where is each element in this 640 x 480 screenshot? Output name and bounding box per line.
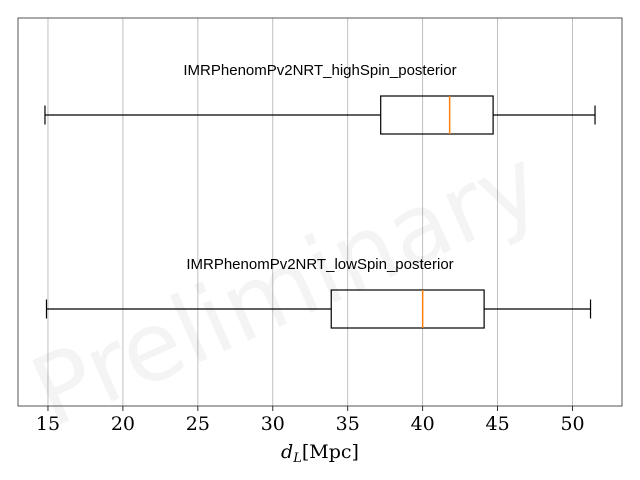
x-axis-ticks: 15 20 25 30 35 40 45 50 [36, 406, 585, 435]
watermark-text: Preliminary [16, 126, 557, 449]
grid-lines [47, 18, 573, 406]
x-tick-label: 20 [111, 413, 135, 435]
box-series-2: IMRPhenomPv2NRT_lowSpin_posterior [45, 256, 592, 329]
box-series-1: IMRPhenomPv2NRT_highSpin_posterior [44, 62, 596, 135]
series-label: IMRPhenomPv2NRT_highSpin_posterior [183, 62, 456, 79]
x-tick-label: 25 [186, 413, 210, 435]
x-tick-label: 30 [261, 413, 285, 435]
x-tick-label: 35 [336, 413, 360, 435]
series-label: IMRPhenomPv2NRT_lowSpin_posterior [186, 256, 453, 273]
iqr-box [330, 289, 485, 329]
x-axis-label: dL[Mpc] [281, 441, 359, 466]
plot-frame [17, 17, 623, 407]
iqr-box [380, 95, 494, 135]
x-tick-label: 50 [560, 413, 584, 435]
box-series: IMRPhenomPv2NRT_highSpin_posterior IMRPhe… [44, 62, 596, 329]
x-tick-label: 40 [411, 413, 435, 435]
x-tick-label: 45 [486, 413, 510, 435]
x-tick-label: 15 [36, 413, 60, 435]
